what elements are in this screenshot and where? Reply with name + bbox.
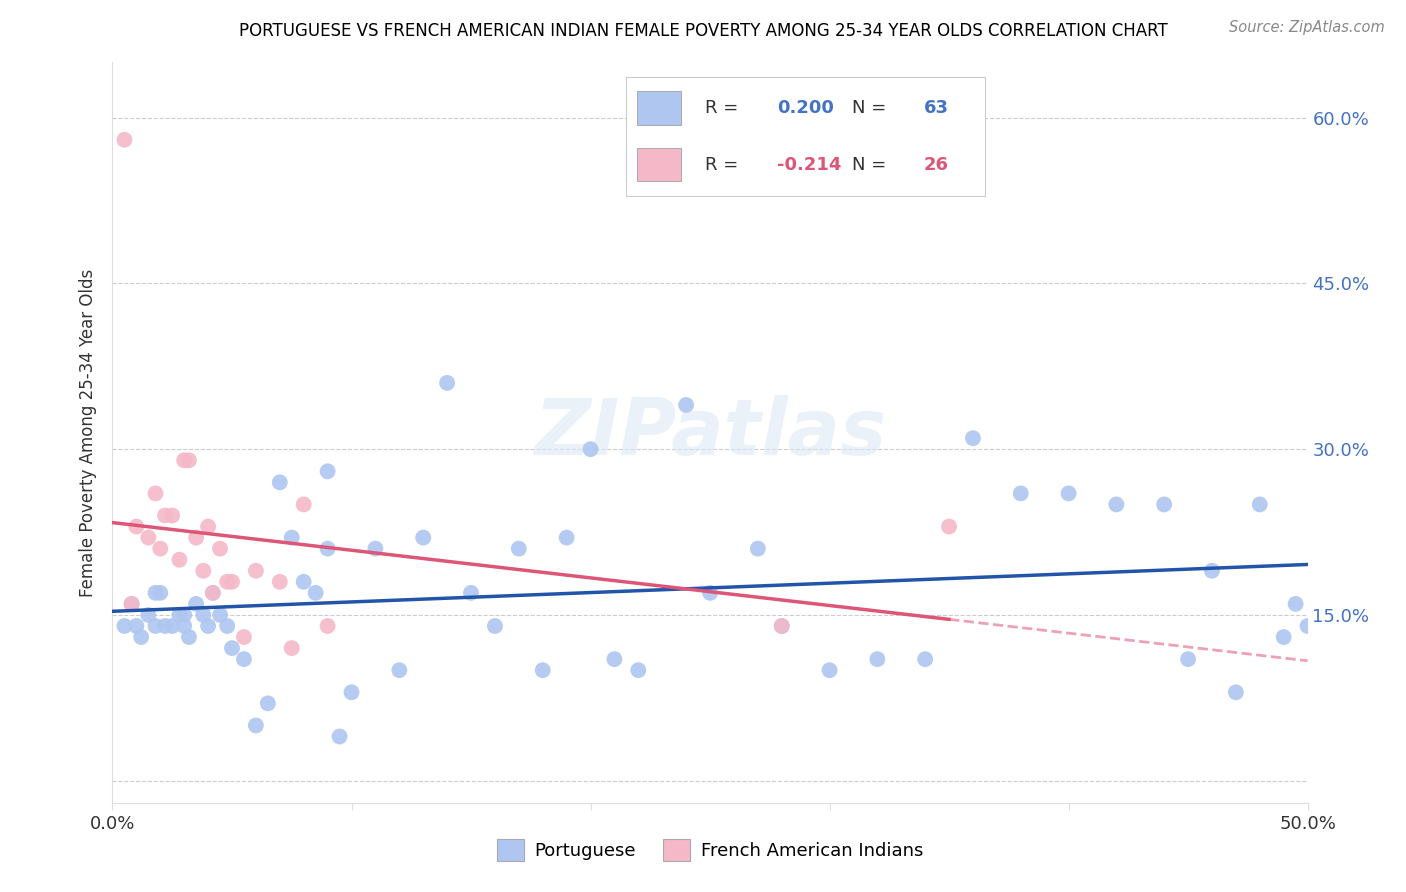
- Point: [173, 607, 195, 622]
- Point: [364, 541, 387, 556]
- Point: [233, 652, 256, 666]
- Point: [316, 464, 339, 478]
- Point: [121, 597, 143, 611]
- Point: [1285, 597, 1308, 611]
- Point: [866, 652, 889, 666]
- Point: [169, 607, 191, 622]
- Point: [1225, 685, 1247, 699]
- Point: [1201, 564, 1223, 578]
- Point: [747, 541, 769, 556]
- Point: [292, 574, 315, 589]
- Point: [197, 619, 219, 633]
- Point: [1249, 498, 1271, 512]
- Point: [201, 586, 224, 600]
- Point: [201, 586, 224, 600]
- Point: [217, 619, 239, 633]
- Text: PORTUGUESE VS FRENCH AMERICAN INDIAN FEMALE POVERTY AMONG 25-34 YEAR OLDS CORREL: PORTUGUESE VS FRENCH AMERICAN INDIAN FEM…: [239, 22, 1167, 40]
- Point: [531, 663, 554, 677]
- Point: [699, 586, 721, 600]
- Point: [603, 652, 626, 666]
- Point: [209, 541, 232, 556]
- Point: [149, 541, 172, 556]
- Point: [627, 663, 650, 677]
- Point: [138, 607, 160, 622]
- Point: [221, 574, 243, 589]
- Point: [177, 453, 200, 467]
- Point: [484, 619, 506, 633]
- Point: [153, 508, 176, 523]
- Point: [1153, 498, 1175, 512]
- Point: [269, 574, 291, 589]
- Point: [162, 619, 183, 633]
- Point: [114, 133, 135, 147]
- Point: [1105, 498, 1128, 512]
- Point: [121, 597, 143, 611]
- Point: [770, 619, 793, 633]
- Point: [962, 431, 984, 445]
- Point: [579, 442, 602, 457]
- Point: [173, 453, 195, 467]
- Point: [281, 531, 304, 545]
- Point: [162, 508, 183, 523]
- Point: [138, 531, 160, 545]
- Point: [125, 519, 148, 533]
- Point: [269, 475, 291, 490]
- Point: [770, 619, 793, 633]
- Point: [193, 564, 215, 578]
- Point: [149, 586, 172, 600]
- Point: [1057, 486, 1080, 500]
- Legend: Portuguese, French American Indians: Portuguese, French American Indians: [489, 831, 931, 868]
- Point: [221, 641, 243, 656]
- Point: [316, 619, 339, 633]
- Point: [145, 619, 167, 633]
- Point: [177, 630, 200, 644]
- Point: [914, 652, 936, 666]
- Point: [1296, 619, 1319, 633]
- Point: [186, 531, 208, 545]
- Point: [114, 619, 135, 633]
- Point: [197, 519, 219, 533]
- Point: [316, 541, 339, 556]
- Point: [1177, 652, 1199, 666]
- Point: [245, 564, 267, 578]
- Y-axis label: Female Poverty Among 25-34 Year Olds: Female Poverty Among 25-34 Year Olds: [79, 268, 97, 597]
- Point: [329, 730, 352, 744]
- Point: [217, 574, 239, 589]
- Point: [145, 486, 167, 500]
- Point: [1272, 630, 1295, 644]
- Point: [209, 607, 232, 622]
- Point: [1010, 486, 1032, 500]
- Point: [125, 619, 148, 633]
- Point: [938, 519, 960, 533]
- Point: [818, 663, 841, 677]
- Point: [436, 376, 458, 390]
- Point: [508, 541, 530, 556]
- Point: [412, 531, 434, 545]
- Point: [340, 685, 363, 699]
- Point: [460, 586, 482, 600]
- Point: [186, 597, 208, 611]
- Point: [193, 607, 215, 622]
- Point: [129, 630, 152, 644]
- Point: [169, 552, 191, 566]
- Point: [245, 718, 267, 732]
- Point: [305, 586, 328, 600]
- Point: [281, 641, 304, 656]
- Point: [145, 586, 167, 600]
- Point: [153, 619, 176, 633]
- Point: [292, 498, 315, 512]
- Text: ZIPatlas: ZIPatlas: [534, 394, 886, 471]
- Point: [675, 398, 697, 412]
- Point: [555, 531, 578, 545]
- Point: [257, 697, 280, 711]
- Point: [233, 630, 256, 644]
- Point: [173, 619, 195, 633]
- Point: [388, 663, 411, 677]
- Text: Source: ZipAtlas.com: Source: ZipAtlas.com: [1229, 20, 1385, 35]
